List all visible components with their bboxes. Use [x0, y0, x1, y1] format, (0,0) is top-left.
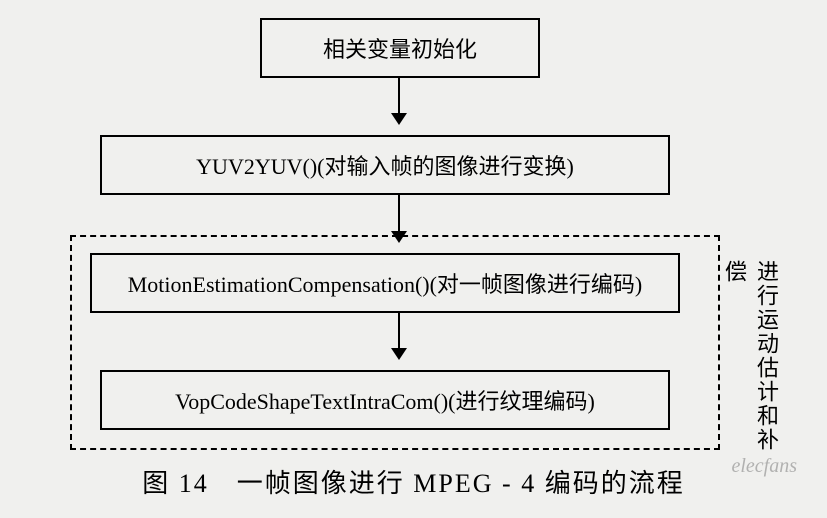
node-init-label: 相关变量初始化: [323, 32, 477, 64]
node-yuv: YUV2YUV()(对输入帧的图像进行变换): [100, 135, 670, 195]
group-side-label: 进行运动估计和补偿: [718, 260, 782, 460]
node-vop: VopCodeShapeTextIntraCom()(进行纹理编码): [100, 370, 670, 430]
watermark-text: elecfans: [731, 455, 797, 478]
figure-caption: 图 14 一帧图像进行 MPEG - 4 编码的流程: [0, 463, 827, 500]
arrow-motion-vop: [398, 313, 400, 358]
node-vop-label: VopCodeShapeTextIntraCom()(进行纹理编码): [175, 384, 595, 416]
node-motion: MotionEstimationCompensation()(对一帧图像进行编码…: [90, 253, 680, 313]
node-yuv-label: YUV2YUV()(对输入帧的图像进行变换): [196, 149, 574, 181]
flowchart-container: 相关变量初始化 YUV2YUV()(对输入帧的图像进行变换) MotionEst…: [0, 0, 827, 440]
node-init: 相关变量初始化: [260, 18, 540, 78]
node-motion-label: MotionEstimationCompensation()(对一帧图像进行编码…: [128, 267, 643, 299]
arrow-init-yuv: [398, 78, 400, 123]
arrow-yuv-motion: [398, 195, 400, 241]
